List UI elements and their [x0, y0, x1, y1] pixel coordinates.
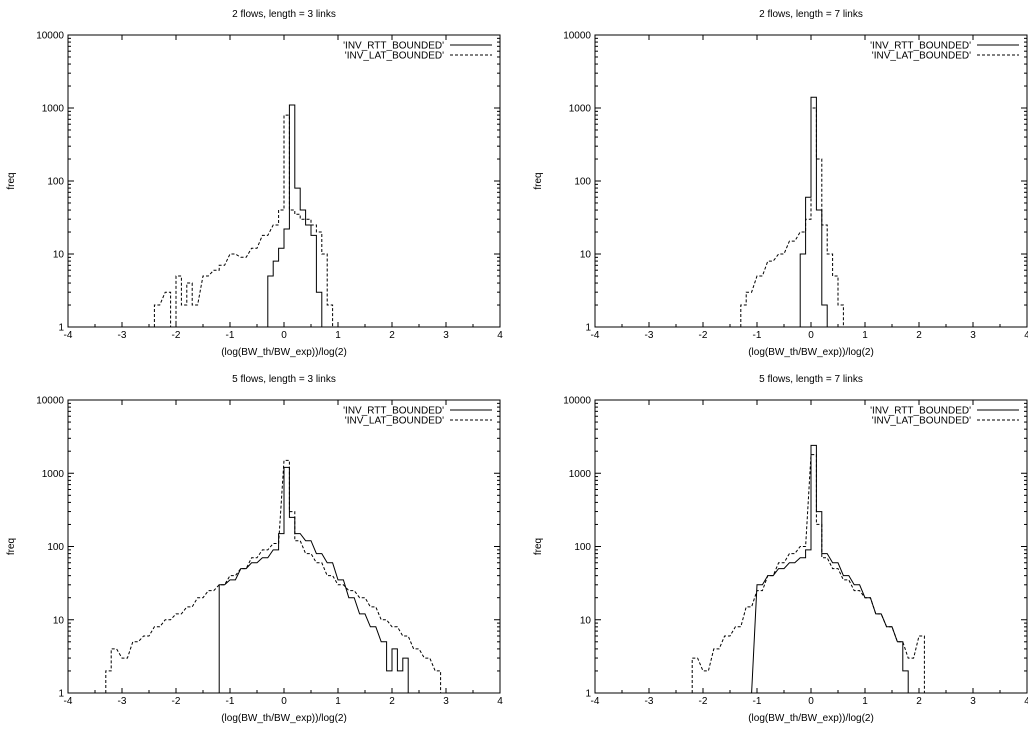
y-tick-label: 1000	[569, 469, 592, 480]
x-tick-label: 1	[335, 696, 341, 707]
series-line-2	[153, 114, 334, 328]
x-tick-label: 2	[389, 330, 395, 341]
series-line-2	[105, 459, 442, 693]
y-tick-label: 10000	[36, 396, 64, 407]
y-axis-label: freq	[533, 538, 544, 555]
y-tick-label: 1000	[569, 104, 592, 115]
x-axis-label: (log(BW_th/BW_exp))/log(2)	[748, 347, 874, 358]
x-axis-label: (log(BW_th/BW_exp))/log(2)	[748, 713, 874, 724]
x-tick-label: 0	[281, 330, 287, 341]
x-tick-label: 2	[916, 330, 922, 341]
chart-panel-3: 5 flows, length = 3 links -4 -3 -2 -1 0 1 2 3 4 1 1…	[6, 374, 503, 724]
x-tick-label: -2	[699, 696, 708, 707]
x-tick-label: -3	[118, 696, 127, 707]
legend-label-1: 'INV_RTT_BOUNDED'	[870, 41, 971, 52]
y-axis-label: freq	[6, 538, 17, 555]
y-tick-label: 100	[574, 177, 591, 188]
chart-title: 2 flows, length = 7 links	[759, 9, 863, 20]
x-tick-label: 4	[1024, 696, 1028, 707]
chart-panel-4: 5 flows, length = 7 links -4 -3 -2 -1 0 1 2 3 4 1 1…	[533, 374, 1028, 724]
legend-label-1: 'INV_RTT_BOUNDED'	[343, 41, 444, 52]
x-tick-label: 0	[281, 696, 287, 707]
x-tick-label: -4	[64, 330, 73, 341]
x-axis-label: (log(BW_th/BW_exp))/log(2)	[221, 713, 347, 724]
y-tick-label: 1000	[42, 469, 65, 480]
y-tick-label: 1	[585, 323, 591, 334]
y-tick-label: 100	[47, 542, 64, 553]
x-axis-label: (log(BW_th/BW_exp))/log(2)	[221, 347, 347, 358]
x-tick-label: -2	[172, 696, 181, 707]
x-tick-label: 1	[862, 696, 868, 707]
series-line-1	[799, 96, 828, 327]
y-tick-label: 1	[585, 689, 591, 700]
y-tick-label: 10	[53, 250, 65, 261]
chart-panel-2: 2 flows, length = 7 links -4 -3 -2 -1 0 1 2 3 4 1 1…	[533, 9, 1028, 358]
x-tick-label: -2	[172, 330, 181, 341]
series-line-1	[262, 104, 323, 328]
series-line-2	[740, 107, 844, 327]
x-tick-label: 3	[443, 330, 449, 341]
x-tick-label: 1	[335, 330, 341, 341]
x-tick-label: -4	[591, 330, 600, 341]
chart-title: 5 flows, length = 3 links	[232, 374, 336, 385]
chart-title: 2 flows, length = 3 links	[232, 9, 336, 20]
y-tick-label: 1	[58, 323, 64, 334]
x-tick-label: -4	[591, 696, 600, 707]
x-tick-label: 1	[862, 330, 868, 341]
y-tick-label: 10	[580, 250, 592, 261]
x-tick-label: 2	[389, 696, 395, 707]
legend-label-2: 'INV_LAT_BOUNDED'	[345, 416, 444, 427]
legend-label-2: 'INV_LAT_BOUNDED'	[872, 416, 971, 427]
y-tick-label: 10000	[563, 396, 591, 407]
legend-label-2: 'INV_LAT_BOUNDED'	[872, 51, 971, 62]
x-tick-label: 2	[916, 696, 922, 707]
y-axis-label: freq	[6, 172, 17, 189]
legend-label-2: 'INV_LAT_BOUNDED'	[345, 51, 444, 62]
y-tick-label: 10000	[563, 31, 591, 42]
x-tick-label: -1	[753, 696, 762, 707]
plot-frame	[67, 399, 501, 694]
x-tick-label: 3	[970, 330, 976, 341]
y-tick-label: 10000	[36, 31, 64, 42]
x-tick-label: 4	[1024, 330, 1028, 341]
x-tick-label: 4	[497, 330, 503, 341]
x-tick-label: 3	[443, 696, 449, 707]
y-tick-label: 10	[53, 615, 65, 626]
y-axis-label: freq	[533, 172, 544, 189]
chart-panel-1: 2 flows, length = 3 links -4 -3 -2 -1 0 1 2 3 4 1 1…	[6, 9, 503, 358]
x-tick-label: 4	[497, 696, 503, 707]
series-line-2	[691, 454, 925, 693]
series-line-1	[746, 444, 914, 694]
y-tick-label: 100	[47, 177, 64, 188]
y-tick-label: 100	[574, 542, 591, 553]
x-tick-label: -1	[226, 330, 235, 341]
series-line-1	[213, 466, 409, 694]
y-tick-label: 10	[580, 615, 592, 626]
legend-label-1: 'INV_RTT_BOUNDED'	[870, 406, 971, 417]
x-tick-label: 3	[970, 696, 976, 707]
x-tick-label: -3	[645, 330, 654, 341]
y-tick-label: 1	[58, 689, 64, 700]
y-tick-label: 1000	[42, 104, 65, 115]
x-tick-label: -3	[118, 330, 127, 341]
x-tick-label: -3	[645, 696, 654, 707]
x-tick-label: -1	[753, 330, 762, 341]
x-tick-label: -1	[226, 696, 235, 707]
x-tick-label: -4	[64, 696, 73, 707]
x-tick-label: -2	[699, 330, 708, 341]
x-tick-label: 0	[808, 696, 814, 707]
chart-title: 5 flows, length = 7 links	[759, 374, 863, 385]
legend-label-1: 'INV_RTT_BOUNDED'	[343, 406, 444, 417]
x-tick-label: 0	[808, 330, 814, 341]
